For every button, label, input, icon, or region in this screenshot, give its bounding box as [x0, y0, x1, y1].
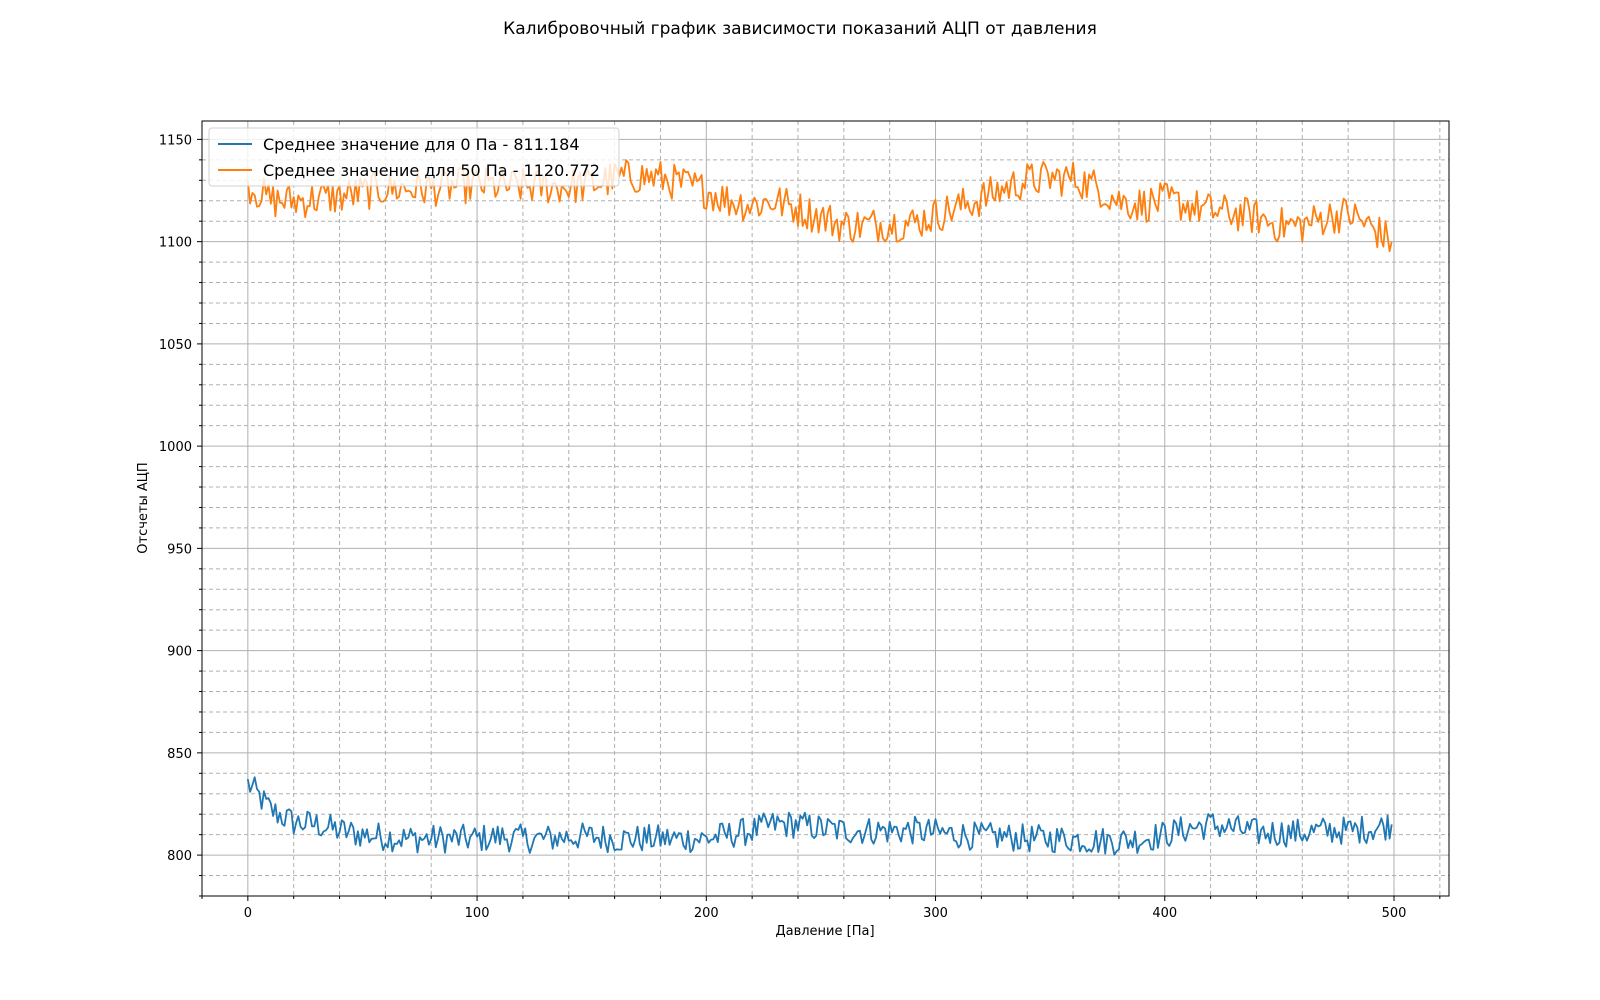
legend-label-0: Среднее значение для 0 Па - 811.184 — [263, 135, 580, 154]
plot-frame — [201, 120, 1450, 897]
y-tick-label: 850 — [167, 747, 192, 762]
y-tick-label: 900 — [167, 645, 192, 660]
x-tick-label: 100 — [465, 906, 490, 921]
y-tick-label: 1000 — [159, 440, 192, 455]
y-axis-label: Отсчеты АЦП — [136, 462, 151, 553]
series-line-1 — [246, 159, 1393, 253]
legend-box — [208, 127, 620, 187]
y-tick-label: 1050 — [159, 338, 192, 353]
chart-title: Калибровочный график зависимости показан… — [503, 19, 1097, 39]
grid-layer — [201, 121, 1449, 897]
x-axis-label: Давление [Па] — [775, 924, 874, 939]
x-tick-label: 400 — [1152, 906, 1177, 921]
y-tick-label: 800 — [167, 849, 192, 864]
tick-layer: 0 100 200 300 400 500 800 850 900 950 1000 1050 1100… — [159, 133, 1441, 921]
x-tick-label: 200 — [694, 906, 719, 921]
x-tick-label: 300 — [923, 906, 948, 921]
series-line-0 — [246, 776, 1393, 856]
x-tick-label: 0 — [244, 906, 252, 921]
series-layer — [246, 159, 1393, 856]
legend: Среднее значение для 0 Па - 811.184 Сред… — [208, 127, 620, 187]
y-tick-label: 1150 — [159, 133, 192, 148]
y-tick-label: 950 — [167, 542, 192, 557]
x-tick-label: 500 — [1382, 906, 1407, 921]
y-tick-label: 1100 — [159, 236, 192, 251]
legend-label-1: Среднее значение для 50 Па - 1120.772 — [263, 161, 600, 180]
